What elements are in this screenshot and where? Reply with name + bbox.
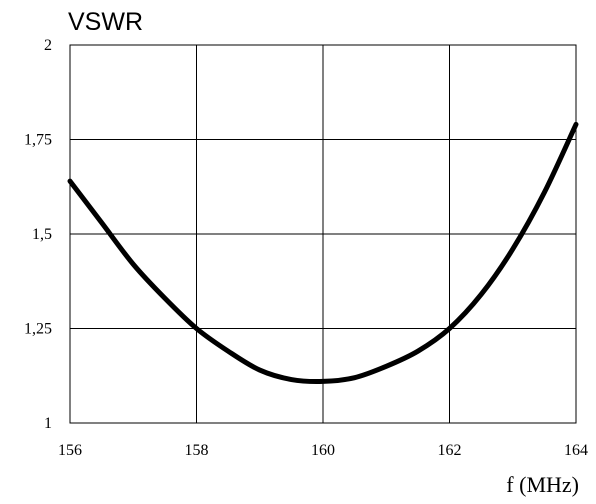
x-tick-label: 158 [185,442,209,459]
x-axis-label: f (MHz) [506,472,579,497]
vswr-series-line [67,121,579,385]
y-tick-label: 1,5 [32,226,52,243]
y-tick-label: 1 [44,415,52,432]
y-tick-labels: 1 1,25 1,5 1,75 2 [24,37,52,432]
x-tick-labels: 156 158 160 162 164 [58,442,588,459]
x-tick-label: 164 [564,442,588,459]
x-tick-label: 160 [311,442,335,459]
y-tick-label: 1,25 [24,321,52,338]
x-tick-label: 156 [58,442,82,459]
plot-frame [69,44,577,424]
y-tick-label: 2 [44,37,52,54]
x-tick-label: 162 [438,442,462,459]
y-axis-label: VSWR [68,8,143,36]
grid-lines [70,45,576,423]
y-tick-label: 1,75 [24,132,52,149]
